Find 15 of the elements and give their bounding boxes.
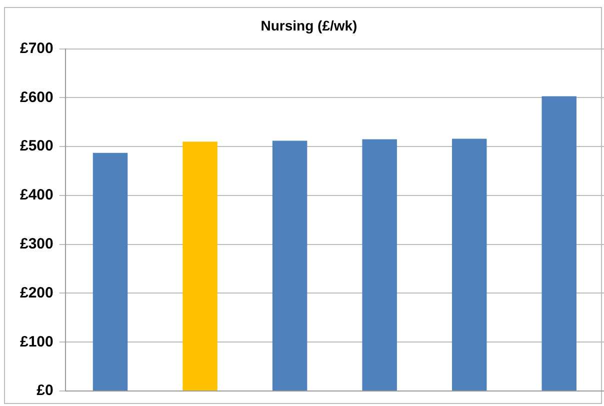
chart-title: Nursing (£/wk) — [260, 17, 358, 34]
bar — [542, 96, 576, 390]
y-tick-label: £200 — [20, 284, 54, 302]
y-tick-label: £0 — [36, 382, 54, 400]
bar — [182, 142, 218, 390]
bar — [272, 140, 308, 390]
y-tick-label: £500 — [20, 138, 54, 155]
y-tick-label: £700 — [20, 40, 54, 57]
bar — [92, 152, 128, 390]
y-tick-label: £100 — [20, 333, 54, 350]
bar — [362, 139, 397, 390]
bar — [452, 138, 487, 390]
y-tick-label: £400 — [20, 186, 54, 204]
y-tick-label: £300 — [20, 235, 54, 252]
y-tick-label: £600 — [20, 88, 54, 106]
